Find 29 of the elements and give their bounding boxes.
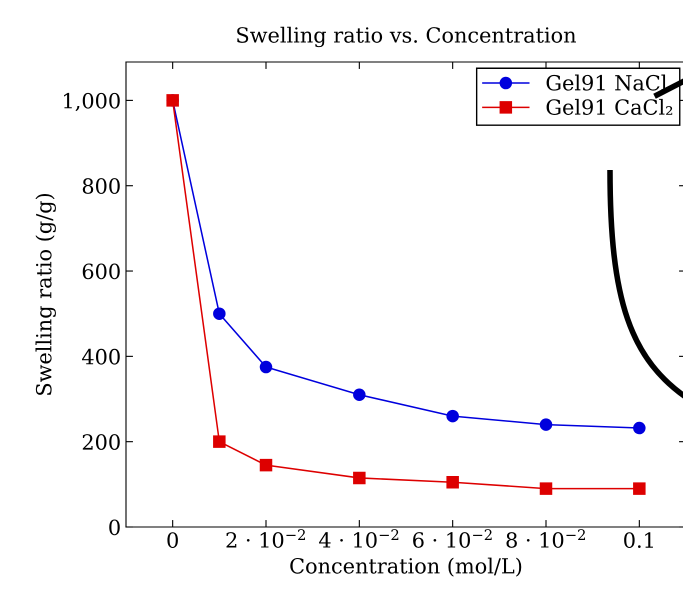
y-tick-label: 200 xyxy=(82,434,120,450)
point xyxy=(260,360,272,374)
legend-label: Gel91 NaCl xyxy=(546,74,667,91)
x-tick-label: 6 · 10$^{−2}$ xyxy=(413,529,492,548)
point xyxy=(213,435,226,448)
legend-label: Gel91 CaCl₂ xyxy=(546,98,672,115)
y-tick-label: 600 xyxy=(82,263,120,280)
x-tick-label: 2 · 10$^{−2}$ xyxy=(226,529,305,548)
point xyxy=(633,482,646,495)
y-tick-label: 0 xyxy=(109,519,120,536)
x-axis-title: Concentration (mol/L) xyxy=(290,558,522,577)
y-axis-title: Swelling ratio (g/g) xyxy=(35,194,56,395)
chart-title: Swelling ratio vs. Concentration xyxy=(237,26,576,48)
point xyxy=(353,472,366,484)
x-tick-label: 0 xyxy=(167,532,178,548)
point xyxy=(540,418,552,431)
x-tick-label: 8 · 10$^{−2}$ xyxy=(506,529,585,548)
y-tick-label: 400 xyxy=(82,348,120,365)
point xyxy=(540,482,552,495)
x-tick-label: 4 · 10$^{−2}$ xyxy=(319,529,398,548)
point xyxy=(633,422,646,434)
y-tick-label: 1,000 xyxy=(64,92,120,112)
point xyxy=(446,410,459,422)
point xyxy=(353,388,366,402)
y-tick-label: 800 xyxy=(82,178,120,194)
point xyxy=(446,476,459,488)
x-tick-label: 0.1 xyxy=(624,532,653,548)
point xyxy=(213,307,226,320)
point xyxy=(260,458,272,472)
